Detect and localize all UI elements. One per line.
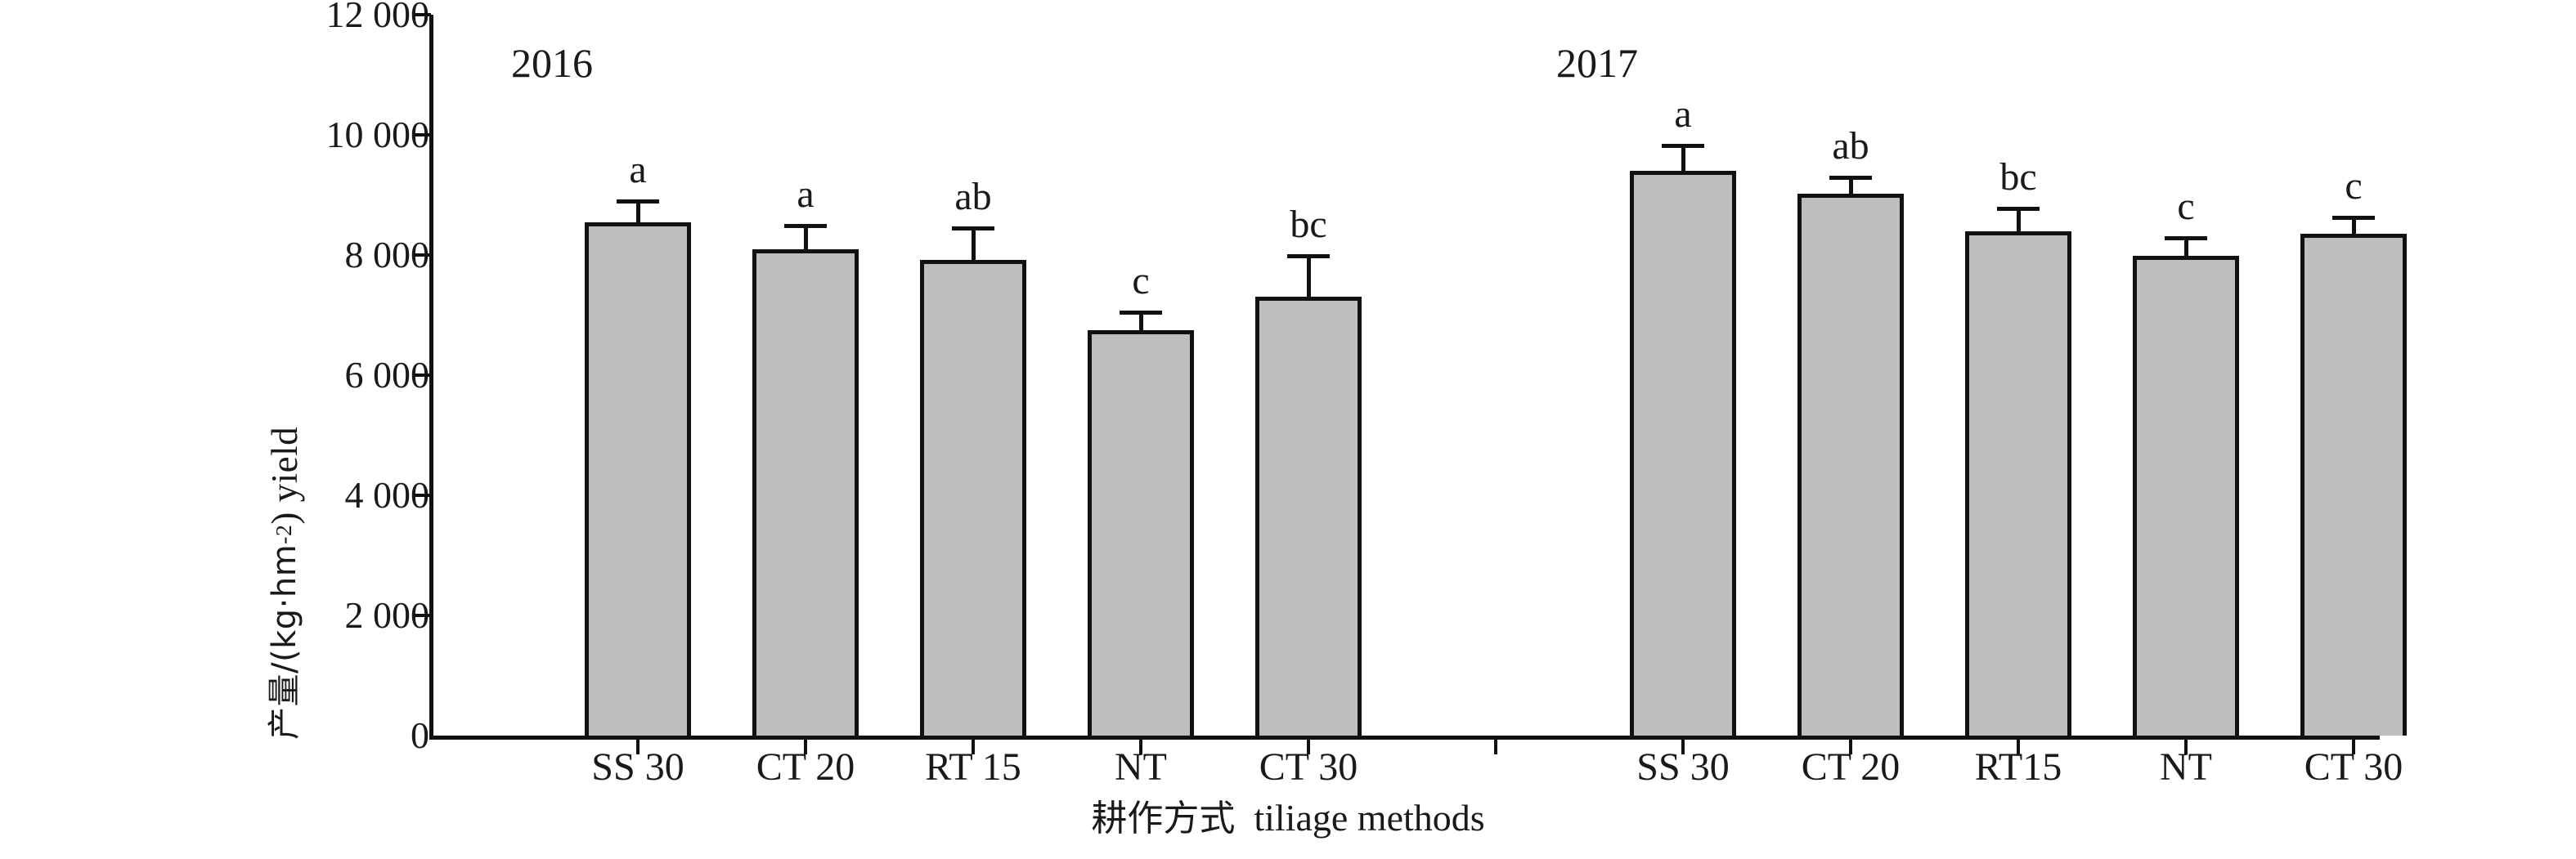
x-axis-tick-label: NT [2160, 745, 2212, 789]
y-axis-tick-mark [415, 253, 431, 257]
error-bar-cap [1662, 144, 1704, 149]
error-bar-cap [1829, 175, 1872, 180]
y-axis-tick-mark [415, 13, 431, 16]
x-axis-tick-mark [2184, 740, 2188, 754]
bar [1255, 297, 1362, 736]
x-axis-tick-mark [2017, 740, 2020, 754]
significance-letter: bc [1999, 155, 2037, 199]
y-axis-tick-mark [415, 374, 431, 377]
y-axis-tick-label: 2 000 [344, 594, 430, 636]
bar [920, 259, 1026, 736]
error-bar [804, 223, 808, 249]
error-bar-cap [952, 226, 994, 230]
x-axis-tick-label: NT [1115, 745, 1167, 789]
error-bar [1307, 253, 1311, 298]
error-bar-cap [784, 223, 827, 228]
x-axis-tick-label: SS 30 [591, 745, 684, 789]
error-bar-cap [2332, 216, 2375, 221]
y-axis-tick-label: 4 000 [344, 474, 430, 516]
x-axis-tick-mark [1681, 740, 1685, 754]
y-axis-tick-mark [415, 614, 431, 617]
significance-letter: a [1674, 92, 1692, 136]
x-axis-tick-label: CT 20 [756, 745, 855, 789]
y-axis-tick-label: 12 000 [325, 0, 430, 35]
y-axis-tick-mark [415, 133, 431, 136]
x-axis-tick-mark [1849, 740, 1852, 754]
bar [1965, 230, 2071, 736]
error-bar [1849, 175, 1853, 195]
error-bar [972, 226, 976, 260]
y-axis-tick-label: 10 000 [325, 114, 430, 155]
error-bar [1139, 311, 1143, 330]
bar [1630, 171, 1736, 736]
x-axis-tick-mark [972, 740, 975, 754]
x-axis-tick-mark [1307, 740, 1310, 754]
x-axis-line [429, 736, 2380, 740]
error-bar-cap [1120, 311, 1162, 315]
error-bar-cap [617, 199, 659, 204]
y-axis-tick-label: 6 000 [344, 354, 430, 396]
significance-letter: ab [1832, 123, 1869, 168]
x-axis-tick-label: RT15 [1974, 745, 2062, 789]
x-axis-tick-mark [636, 740, 640, 754]
error-bar [2017, 207, 2021, 231]
x-axis-tick-label: CT 30 [1259, 745, 1358, 789]
x-axis-tick-mark [1139, 740, 1142, 754]
significance-letter: bc [1290, 202, 1327, 246]
bar [1088, 329, 1194, 736]
error-bar-cap [2165, 236, 2207, 241]
x-axis-title: 耕作方式 tiliage methods [0, 799, 2576, 837]
error-bar [636, 199, 640, 222]
y-axis-line [429, 15, 433, 736]
y-axis-tick-label: 0 [411, 714, 429, 756]
x-axis-tick-mark [804, 740, 807, 754]
y-axis-tick-labels: 12 000 10 000 8 000 6 000 4 000 2 000 0 [282, 0, 430, 859]
y-axis-tick-mark [415, 494, 431, 497]
x-axis-tick-mark [2352, 740, 2355, 754]
bar [585, 221, 691, 736]
x-axis-tick-label: CT 20 [1801, 745, 1901, 789]
significance-letter: c [1132, 259, 1150, 303]
significance-letter: c [2177, 185, 2195, 229]
x-axis-group-separator-tick [1494, 740, 1497, 754]
x-axis-title-en: tiliage methods [1254, 797, 1485, 839]
significance-letter: a [797, 172, 815, 216]
x-axis-tick-labels: SS 30 CT 20 RT 15 NT CT 30 SS 30 CT 20 RT15 NT CT… [429, 745, 2403, 797]
error-bar [2352, 216, 2356, 235]
bar [752, 248, 859, 736]
x-axis-title-cjk: 耕作方式 [1091, 798, 1236, 839]
error-bar-cap [1287, 253, 1330, 258]
bar [1797, 194, 1904, 736]
error-bar [1681, 144, 1685, 172]
significance-letter: ab [954, 174, 992, 218]
y-axis-tick-label: 8 000 [344, 234, 430, 275]
plot-area: a a ab c bc a ab bc c c [415, 13, 2407, 754]
x-axis-tick-label: RT 15 [925, 745, 1021, 789]
bar [2133, 256, 2239, 736]
significance-letter: a [629, 147, 647, 191]
bar [2300, 234, 2407, 736]
x-axis-tick-label: CT 30 [2304, 745, 2403, 789]
error-bar [2184, 236, 2188, 257]
x-axis-tick-label: SS 30 [1636, 745, 1730, 789]
error-bar-cap [1997, 207, 2040, 212]
year-annotation-2016: 2016 [511, 40, 593, 86]
significance-letter: c [2345, 164, 2363, 208]
year-annotation-2017: 2017 [1556, 40, 1638, 86]
